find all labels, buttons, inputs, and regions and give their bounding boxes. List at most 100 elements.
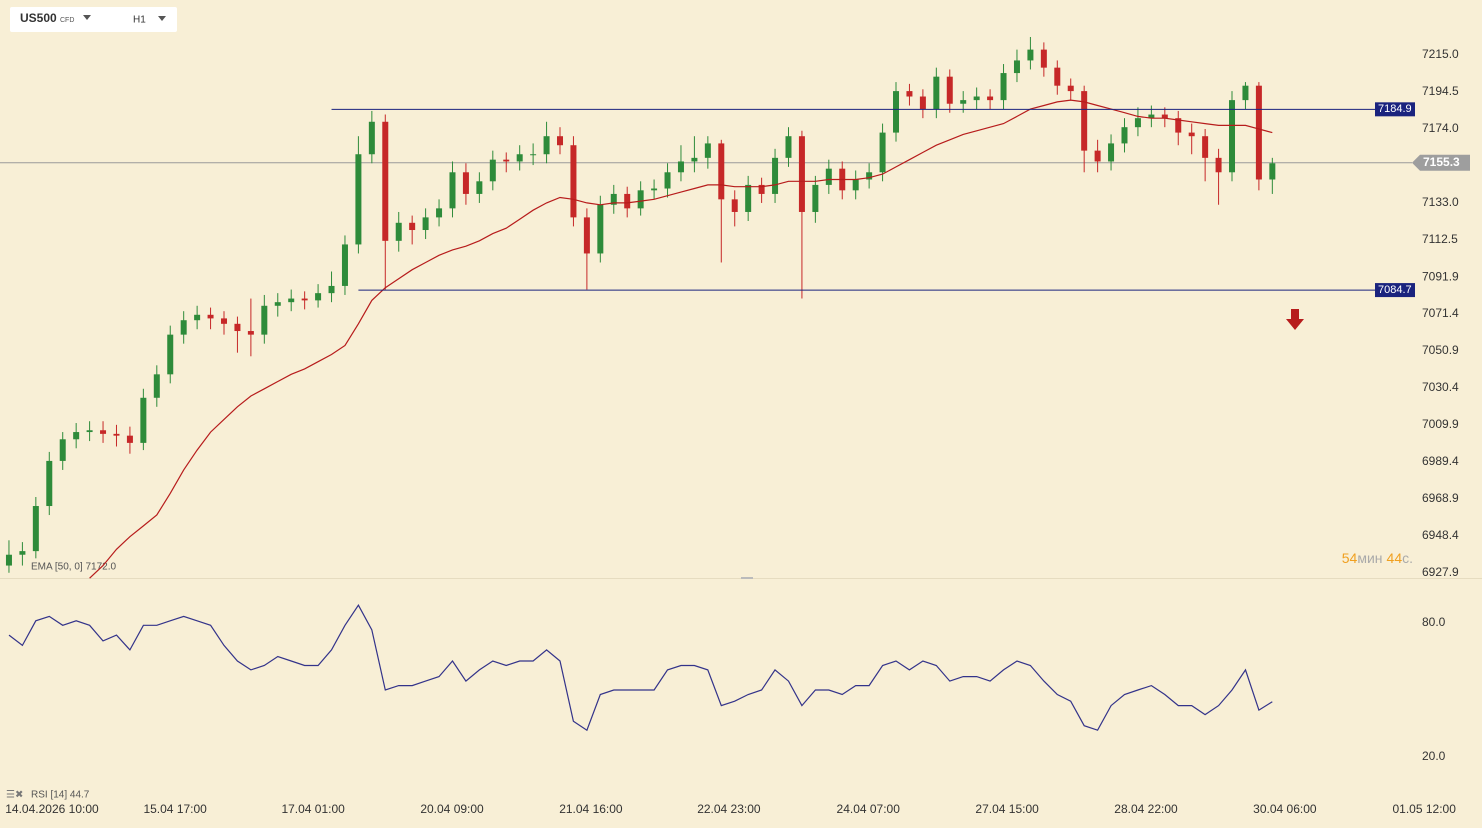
candle-body <box>1108 143 1115 162</box>
candle-body <box>530 154 537 156</box>
timeframe: H1 <box>133 15 146 26</box>
candle-body <box>987 96 994 101</box>
candle-body <box>960 100 967 104</box>
symbol-box[interactable] <box>10 7 177 32</box>
candle-body <box>288 298 295 303</box>
x-tick-label: 30.04 06:00 <box>1253 802 1317 816</box>
candle-body <box>382 121 389 241</box>
candle-body <box>516 154 523 162</box>
y-tick-label: 7091.9 <box>1422 269 1459 283</box>
candle-body <box>1040 49 1047 68</box>
candle-body <box>328 285 335 294</box>
candle-body <box>906 91 913 97</box>
candle-body <box>341 244 348 286</box>
candle-body <box>59 439 66 461</box>
x-tick-label: 01.05 12:00 <box>1393 802 1457 816</box>
candle-body <box>570 145 577 218</box>
candle-body <box>1094 150 1101 162</box>
symbol: US500 <box>20 11 57 25</box>
sell-arrow-icon <box>1286 309 1304 330</box>
candle-body <box>436 208 443 218</box>
y-tick-label: 6948.4 <box>1422 528 1459 542</box>
candle-body <box>893 91 900 133</box>
candle-body <box>368 121 375 155</box>
x-tick-label: 28.04 22:00 <box>1114 802 1178 816</box>
candle-body <box>879 132 886 173</box>
candle-body <box>1188 132 1195 137</box>
candle-body <box>180 320 187 335</box>
dropdown-icon[interactable] <box>83 15 91 20</box>
candle-body <box>46 460 53 507</box>
candle-body <box>812 184 819 212</box>
y-tick-label: 7174.0 <box>1422 121 1459 135</box>
candle-body <box>852 179 859 191</box>
x-tick-label: 21.04 16:00 <box>559 802 623 816</box>
candle-body <box>234 323 241 332</box>
candle-body <box>1000 73 1007 101</box>
candle-body <box>866 172 873 180</box>
candle-body <box>1121 127 1128 144</box>
candle-body <box>677 161 684 173</box>
x-tick-label: 17.04 01:00 <box>281 802 345 816</box>
candle-body <box>261 305 268 335</box>
candle-body <box>704 143 711 158</box>
countdown-unit: мин <box>1357 550 1382 566</box>
ema-line <box>89 99 1273 579</box>
level-badge <box>1375 102 1415 117</box>
candle-body <box>946 76 953 104</box>
y-tick-label: 7133.0 <box>1422 195 1459 209</box>
candle-body <box>194 314 201 321</box>
candle-body <box>919 96 926 110</box>
candle-body <box>503 159 510 162</box>
candle-body <box>449 172 456 209</box>
y-tick-label: 7215.0 <box>1422 47 1459 61</box>
candle-body <box>1067 85 1074 92</box>
candle-body <box>86 430 93 433</box>
candle-body <box>1242 85 1249 101</box>
candle-body <box>933 76 940 110</box>
countdown-seconds: 44 <box>1387 550 1403 566</box>
candle-body <box>691 157 698 162</box>
y-tick-label: 7071.4 <box>1422 306 1459 320</box>
y-tick-label: 6989.4 <box>1422 454 1459 468</box>
price-badge <box>1412 154 1470 171</box>
resize-handle[interactable] <box>741 577 753 579</box>
candle-body <box>126 435 133 443</box>
candle-body <box>1255 85 1262 180</box>
candle-body <box>583 217 590 254</box>
y-tick-label: 7009.9 <box>1422 417 1459 431</box>
candle-body <box>167 334 174 375</box>
x-tick-label: 24.04 07:00 <box>837 802 901 816</box>
level-label: 7184.9 <box>1378 103 1412 115</box>
candle-body <box>73 432 80 440</box>
candle-body <box>489 159 496 182</box>
candle-body <box>462 172 469 194</box>
candle-body <box>32 506 39 552</box>
candle-body <box>825 168 832 185</box>
candle-body <box>798 136 805 212</box>
candle-body <box>772 157 779 194</box>
instrument-type: CFD <box>60 17 74 24</box>
candle-body <box>409 222 416 231</box>
countdown-minutes: 54 <box>1342 550 1358 566</box>
candle-body <box>731 199 738 212</box>
candle-body <box>5 554 12 566</box>
candle-body <box>597 204 604 254</box>
x-tick-label: 20.04 09:00 <box>420 802 484 816</box>
x-tick-label: 27.04 15:00 <box>975 802 1039 816</box>
x-tick-label: 15.04 17:00 <box>143 802 207 816</box>
candle-body <box>1013 60 1020 74</box>
candle-body <box>543 136 550 155</box>
rsi-tick-label: 20.0 <box>1422 749 1446 763</box>
candle-body <box>624 193 631 209</box>
candle-body <box>140 397 147 443</box>
candle-body <box>100 430 107 434</box>
candle-body <box>274 302 281 306</box>
dropdown-icon[interactable] <box>158 16 166 21</box>
candle-body <box>557 136 564 146</box>
price-label: 7155.3 <box>1423 155 1460 169</box>
candle-body <box>395 222 402 241</box>
rsi-icon: ☰✖ <box>6 790 23 801</box>
candle-body <box>1148 114 1155 119</box>
